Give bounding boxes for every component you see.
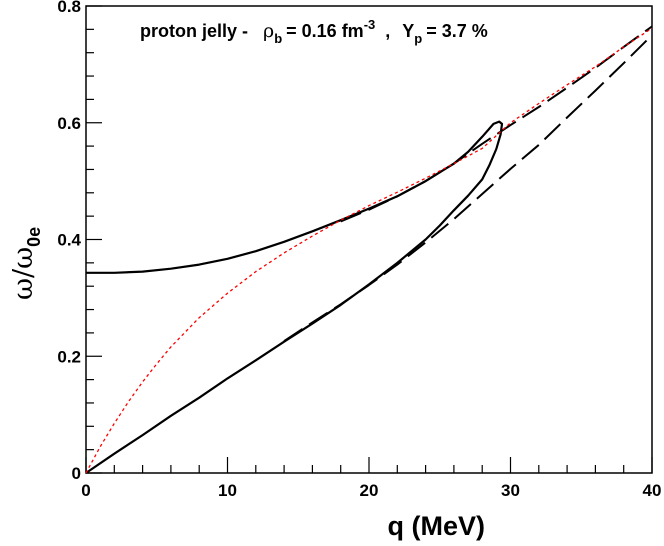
svg-text:ω/ω0e: ω/ω0e bbox=[8, 227, 44, 300]
series-group bbox=[85, 25, 653, 474]
title-y-value: = 3.7 % bbox=[426, 21, 488, 41]
tick-labels: 0 10 20 30 40 0 0.2 0.4 0.6 0.8 bbox=[57, 0, 661, 500]
chart-title: proton jelly - ρb = 0.16 fm-3, Yp = 3.7 % bbox=[140, 17, 488, 46]
x-tick-label: 40 bbox=[643, 481, 662, 500]
y-axis-label: ω/ω0e bbox=[8, 227, 44, 300]
axis-ticks bbox=[85, 5, 653, 474]
title-prefix: proton jelly - bbox=[140, 21, 248, 41]
x-axis-label: q (MeV) bbox=[388, 511, 486, 541]
title-rho-value: = 0.16 fm bbox=[286, 21, 364, 41]
title-sep: , bbox=[385, 21, 390, 41]
title-rho-sub: b bbox=[274, 31, 282, 46]
series-dashed-lower bbox=[283, 34, 653, 342]
y-tick-label: 0.8 bbox=[57, 0, 81, 16]
x-tick-label: 0 bbox=[81, 481, 90, 500]
y-tick-label: 0.4 bbox=[57, 231, 81, 250]
title-rho-exp: -3 bbox=[364, 17, 376, 32]
title-y-symbol: Y bbox=[402, 21, 414, 41]
x-tick-label: 10 bbox=[218, 481, 237, 500]
series-solid-curve bbox=[85, 120, 504, 474]
series-dotted-red bbox=[85, 27, 653, 474]
title-y-sub: p bbox=[414, 31, 422, 46]
x-tick-label: 20 bbox=[360, 481, 379, 500]
y-axis-label-sub: 0e bbox=[24, 227, 44, 247]
y-tick-label: 0.2 bbox=[57, 347, 81, 366]
y-axis-label-main: ω/ω bbox=[8, 247, 39, 300]
series-dashed-upper bbox=[340, 25, 653, 223]
plot-frame bbox=[85, 5, 653, 474]
y-tick-label: 0 bbox=[72, 464, 81, 483]
y-tick-label: 0.6 bbox=[57, 114, 81, 133]
x-tick-label: 30 bbox=[501, 481, 520, 500]
title-rho-symbol: ρ bbox=[263, 20, 274, 42]
